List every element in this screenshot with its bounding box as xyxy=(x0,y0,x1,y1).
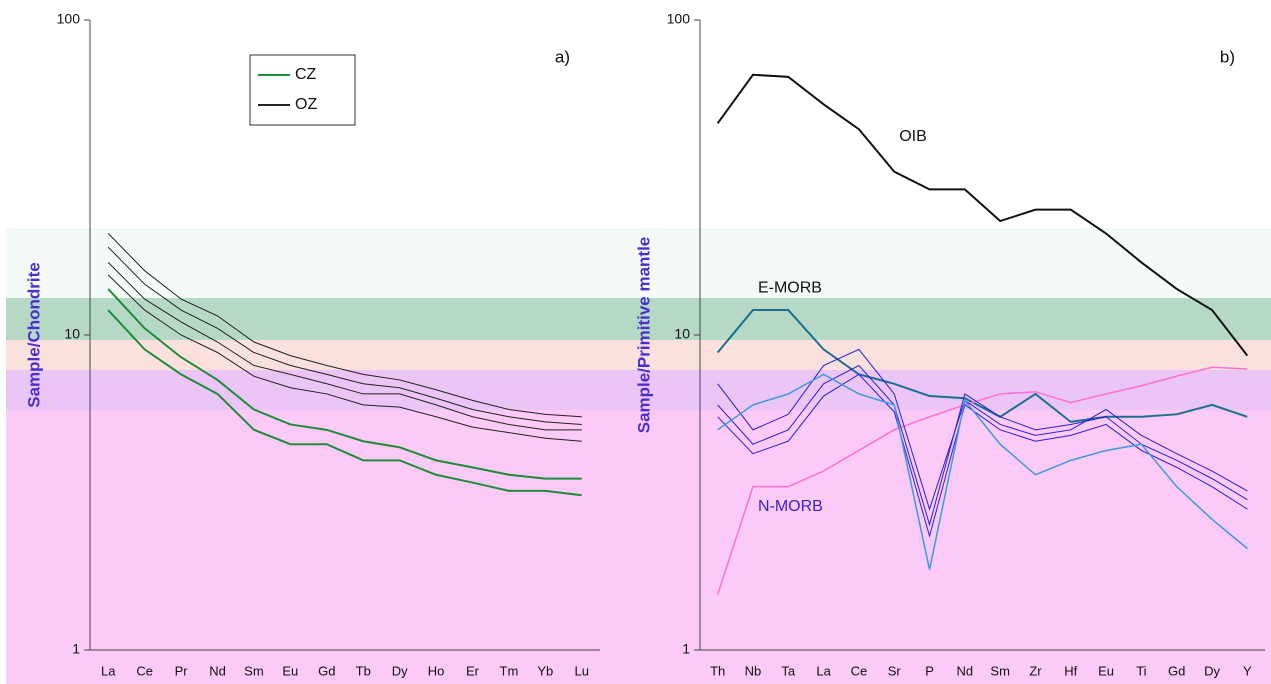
x-tick-label: Sm xyxy=(244,663,264,678)
series-line xyxy=(107,233,582,418)
series-annotation: E-MORB xyxy=(758,279,822,296)
x-tick-label: Gd xyxy=(1168,663,1185,678)
y-axis-label: Sample/Chondrite xyxy=(24,262,43,407)
x-tick-label: Eu xyxy=(1098,663,1114,678)
x-tick-label: Nd xyxy=(209,663,226,678)
x-tick-label: Tb xyxy=(356,663,371,678)
x-tick-label: Ta xyxy=(781,663,796,678)
x-tick-label: Dy xyxy=(1204,663,1220,678)
legend-box xyxy=(249,54,356,126)
x-tick-label: Y xyxy=(1243,663,1252,678)
x-tick-label: Gd xyxy=(318,663,335,678)
series-line xyxy=(717,364,1248,527)
panel-label: a) xyxy=(555,47,570,66)
series-line xyxy=(107,274,582,442)
x-tick-label: Eu xyxy=(282,663,298,678)
x-tick-label: Tm xyxy=(500,663,519,678)
band xyxy=(6,340,1271,370)
y-axis-label: Sample/Primitive mantle xyxy=(634,237,653,434)
x-tick-label: Ce xyxy=(851,663,868,678)
band xyxy=(6,298,1271,340)
y-tick-label: 10 xyxy=(674,326,690,342)
y-tick-label: 1 xyxy=(682,641,690,657)
x-tick-label: Zr xyxy=(1029,663,1042,678)
series-line xyxy=(716,73,1249,357)
series-line xyxy=(107,262,582,431)
x-tick-label: Nb xyxy=(745,663,762,678)
y-tick-label: 100 xyxy=(57,11,81,27)
band xyxy=(6,228,1271,298)
x-tick-label: Sr xyxy=(888,663,902,678)
x-tick-label: Yb xyxy=(537,663,553,678)
series-line xyxy=(716,366,1248,595)
series-line xyxy=(107,288,582,480)
x-tick-label: Ho xyxy=(428,663,445,678)
x-tick-label: P xyxy=(925,663,934,678)
legend-label: CZ xyxy=(295,66,317,83)
y-tick-label: 1 xyxy=(72,641,80,657)
x-tick-label: La xyxy=(101,663,116,678)
x-tick-label: Er xyxy=(466,663,480,678)
x-tick-label: Dy xyxy=(392,663,408,678)
x-tick-label: Hf xyxy=(1064,663,1077,678)
x-tick-label: Pr xyxy=(175,663,189,678)
x-tick-label: Th xyxy=(710,663,725,678)
x-tick-label: Ti xyxy=(1136,663,1146,678)
series-line xyxy=(717,373,1248,570)
series-line xyxy=(107,246,582,425)
series-annotation: N-MORB xyxy=(758,498,823,515)
x-tick-label: Lu xyxy=(575,663,589,678)
series-line xyxy=(717,373,1248,538)
x-tick-label: Ce xyxy=(136,663,153,678)
legend-label: OZ xyxy=(295,96,317,113)
band xyxy=(6,370,1271,410)
series-line xyxy=(717,348,1248,511)
x-tick-label: La xyxy=(816,663,831,678)
series-line xyxy=(107,309,582,497)
x-tick-label: Nd xyxy=(957,663,974,678)
band xyxy=(6,410,1271,684)
y-tick-label: 100 xyxy=(667,11,691,27)
x-tick-label: Sm xyxy=(990,663,1010,678)
series-annotation: OIB xyxy=(899,128,927,145)
panel-label: b) xyxy=(1220,47,1235,66)
y-tick-label: 10 xyxy=(64,326,80,342)
series-line xyxy=(716,309,1248,423)
